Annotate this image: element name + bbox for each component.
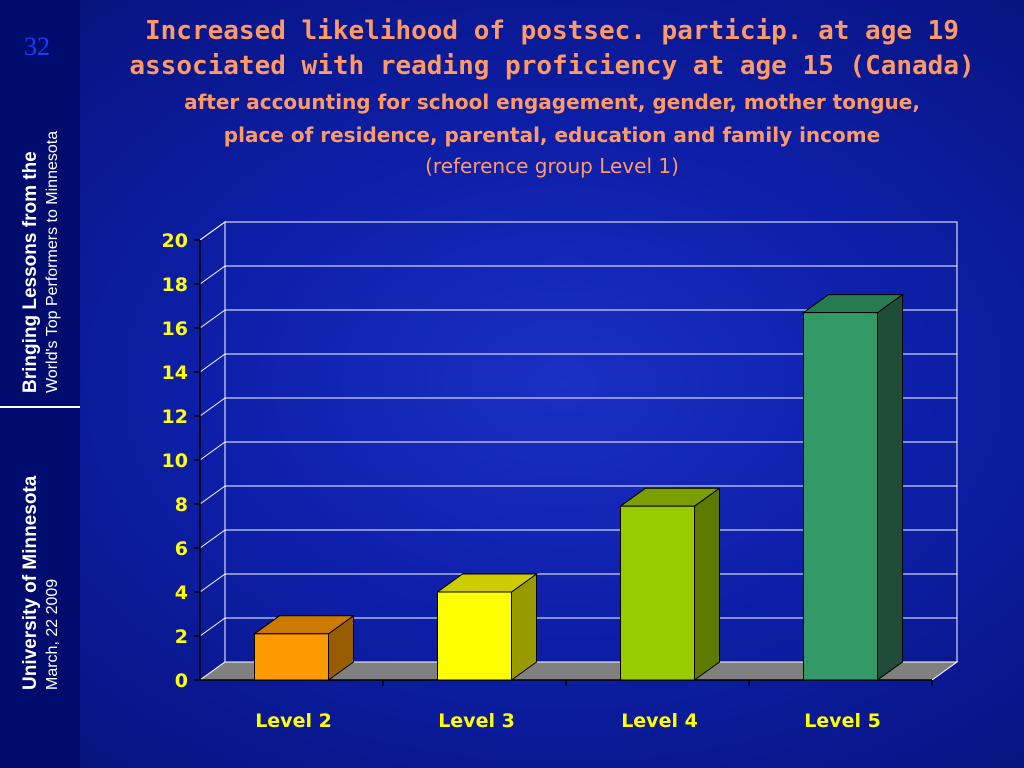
y-tick-label: 6 (175, 538, 188, 560)
bar (620, 505, 695, 681)
y-tick-label: 0 (175, 670, 188, 692)
y-tick-label: 14 (162, 362, 188, 384)
x-category-label: Level 3 (438, 710, 515, 732)
chart-subtitle-line-1: after accounting for school engagement, … (184, 90, 920, 114)
sidebar-divider (0, 406, 80, 408)
slide-number: 32 (24, 32, 50, 61)
bar-side (694, 487, 720, 681)
gridline-side (199, 265, 226, 285)
bar (803, 312, 878, 681)
chart-bars (252, 293, 905, 681)
x-category-label: Level 5 (804, 710, 881, 732)
x-category-label: Level 2 (255, 710, 332, 732)
gridline-side (199, 485, 226, 505)
slide-header: Increased likelihood of postsec. partici… (80, 14, 1024, 180)
y-tick-label: 2 (175, 626, 188, 648)
gridline-side (199, 529, 226, 549)
sidebar: 32 Bringing Lessons from the World's Top… (0, 0, 80, 768)
reference-note: (reference group Level 1) (425, 154, 679, 178)
gridline-side (199, 353, 226, 373)
gridline-side (199, 573, 226, 593)
bar (437, 591, 512, 681)
chart-subtitle-line-2: place of residence, parental, education … (223, 123, 881, 147)
gridline-side (199, 397, 226, 417)
y-tick-label: 16 (162, 318, 188, 340)
gridline-side (199, 309, 226, 329)
y-tick-label: 10 (162, 450, 188, 472)
gridline-side (199, 441, 226, 461)
y-tick-label: 8 (175, 494, 188, 516)
gridline-side (199, 617, 226, 637)
chart-title-line-2: associated with reading proficiency at a… (129, 51, 975, 81)
y-tick-label: 4 (175, 582, 188, 604)
chart-title-line-1: Increased likelihood of postsec. partici… (145, 16, 959, 46)
y-tick-label: 20 (162, 230, 188, 252)
bar-side (877, 293, 903, 681)
chart-labels: 0 2 4 6 8 10 12 14 16 18 20 Level 2 Level 3 Level 4 Le… (162, 230, 881, 732)
gridline-side (199, 221, 226, 241)
bar (254, 633, 329, 681)
y-tick-label: 12 (162, 406, 188, 428)
y-tick-label: 18 (162, 274, 188, 296)
x-category-label: Level 4 (621, 710, 698, 732)
